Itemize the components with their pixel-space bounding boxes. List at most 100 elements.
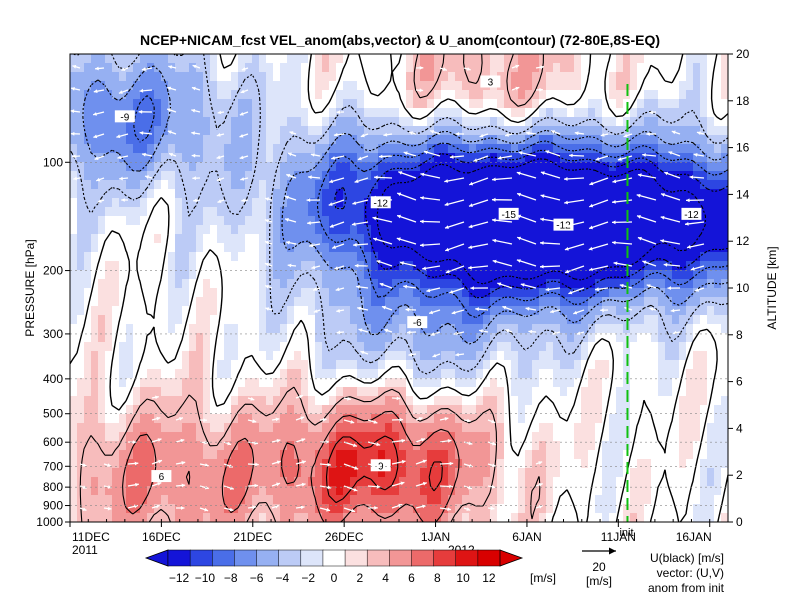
field-cell (721, 144, 728, 154)
field-cell (672, 108, 680, 118)
field-cell (91, 198, 99, 208)
field-cell (567, 108, 575, 118)
field-cell (259, 54, 267, 64)
field-cell (700, 225, 708, 235)
field-cell (413, 378, 421, 388)
field-cell (469, 387, 477, 397)
field-cell (427, 153, 435, 163)
field-cell (630, 180, 638, 190)
field-cell (196, 135, 204, 145)
field-cell (413, 423, 421, 433)
field-cell (336, 63, 344, 73)
field-cell (413, 225, 421, 235)
field-cell (455, 117, 463, 127)
field-cell (707, 117, 715, 127)
field-cell (280, 450, 288, 460)
field-cell (441, 333, 449, 343)
field-cell (721, 477, 728, 487)
field-cell (532, 441, 540, 451)
field-cell (504, 99, 512, 109)
field-cell (182, 216, 190, 226)
field-cell (420, 333, 428, 343)
field-cell (490, 324, 498, 334)
field-cell (469, 54, 477, 64)
field-cell (161, 180, 169, 190)
field-cell (252, 261, 260, 271)
field-cell (154, 450, 162, 460)
field-cell (329, 387, 337, 397)
field-cell (280, 225, 288, 235)
field-cell (168, 162, 176, 172)
field-cell (658, 234, 666, 244)
field-cell (217, 81, 225, 91)
field-cell (119, 180, 127, 190)
field-cell (616, 270, 624, 280)
field-cell (546, 342, 554, 352)
field-cell (469, 144, 477, 154)
field-cell (441, 198, 449, 208)
field-cell (91, 441, 99, 451)
chart-title: NCEP+NICAM_fcst VEL_anom(abs,vector) & U… (140, 32, 660, 48)
field-cell (210, 108, 218, 118)
field-cell (175, 162, 183, 172)
field-cell (406, 243, 414, 253)
field-cell (91, 252, 99, 262)
field-cell (140, 234, 148, 244)
field-cell (175, 315, 183, 325)
field-cell (483, 360, 491, 370)
field-cell (651, 477, 659, 487)
field-cell (525, 234, 533, 244)
field-cell (721, 423, 728, 433)
field-cell (483, 252, 491, 262)
field-cell (658, 99, 666, 109)
field-cell (91, 297, 99, 307)
field-cell (714, 144, 722, 154)
field-cell (700, 432, 708, 442)
field-cell (595, 360, 603, 370)
field-cell (133, 468, 141, 478)
field-cell (637, 315, 645, 325)
field-cell (532, 333, 540, 343)
field-cell (252, 180, 260, 190)
field-cell (560, 486, 568, 496)
field-cell (322, 495, 330, 505)
field-cell (385, 261, 393, 271)
field-cell (595, 81, 603, 91)
field-cell (119, 423, 127, 433)
field-cell (476, 315, 484, 325)
field-cell (679, 171, 687, 181)
field-cell (357, 171, 365, 181)
field-cell (392, 189, 400, 199)
field-cell (406, 369, 414, 379)
field-cell (574, 117, 582, 127)
field-cell (322, 162, 330, 172)
field-cell (441, 207, 449, 217)
field-cell (119, 90, 127, 100)
field-cell (672, 441, 680, 451)
field-cell (259, 90, 267, 100)
field-cell (448, 450, 456, 460)
field-cell (133, 414, 141, 424)
field-cell (693, 324, 701, 334)
field-cell (84, 117, 92, 127)
field-cell (70, 270, 78, 280)
field-cell (581, 333, 589, 343)
field-cell (413, 468, 421, 478)
field-cell (189, 333, 197, 343)
field-cell (595, 261, 603, 271)
field-cell (588, 459, 596, 469)
field-cell (567, 369, 575, 379)
field-cell (77, 198, 85, 208)
field-cell (665, 162, 673, 172)
field-cell (532, 459, 540, 469)
field-cell (539, 405, 547, 415)
field-cell (322, 90, 330, 100)
field-cell (294, 216, 302, 226)
field-cell (126, 324, 134, 334)
field-cell (273, 513, 281, 522)
field-cell (595, 342, 603, 352)
field-cell (91, 117, 99, 127)
field-cell (560, 108, 568, 118)
contour-label: -12 (684, 210, 699, 221)
field-cell (392, 126, 400, 136)
